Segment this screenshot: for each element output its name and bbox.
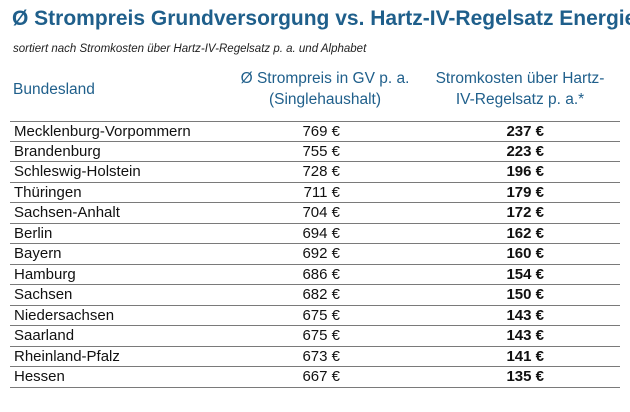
cell-bundesland: Hamburg: [14, 265, 76, 283]
page-subtitle: sortiert nach Stromkosten über Hartz-IV-…: [13, 43, 367, 55]
table-row: Brandenburg 755 € 223 €: [10, 142, 620, 162]
cell-stromkosten: 172 €: [506, 204, 544, 221]
cell-bundesland: Sachsen: [14, 286, 73, 303]
column-header-line: Stromkosten über Hartz-: [435, 70, 605, 87]
cell-stromkosten: 143 €: [506, 327, 544, 344]
column-header-line: (Singlehaushalt): [268, 91, 381, 108]
cell-stromkosten: 143 €: [506, 306, 544, 324]
cell-bundesland: Niedersachsen: [14, 306, 115, 324]
table-row: Saarland 675 € 143 €: [10, 326, 620, 347]
cell-strompreis: 682 €: [302, 286, 340, 303]
cell-bundesland: Thüringen: [14, 183, 82, 201]
cell-stromkosten: 150 €: [506, 286, 544, 303]
table-row: Schleswig-Holstein 728 € 196 €: [10, 162, 620, 183]
cell-strompreis: 728 €: [302, 163, 340, 180]
cell-stromkosten: 141 €: [506, 347, 544, 365]
cell-strompreis: 711 €: [303, 183, 340, 201]
data-table: Mecklenburg-Vorpommern 769 € 237 € Brandenb…: [10, 121, 620, 388]
table-row: Hessen 667 € 135 €: [10, 367, 620, 388]
cell-stromkosten: 135 €: [506, 368, 544, 385]
table-row: Niedersachsen 675 € 143 €: [10, 306, 620, 326]
table-row: Sachsen-Anhalt 704 € 172 €: [10, 203, 620, 224]
cell-bundesland: Schleswig-Holstein: [14, 163, 141, 180]
table-row: Rheinland-Pfalz 673 € 141 €: [10, 347, 620, 367]
column-header-line: Bundesland: [13, 81, 95, 98]
column-header-bundesland: Bundesland: [13, 79, 95, 100]
table-row: Hamburg 686 € 154 €: [10, 265, 620, 285]
cell-stromkosten: 154 €: [506, 265, 544, 283]
cell-strompreis: 704 €: [302, 204, 340, 221]
cell-strompreis: 769 €: [302, 123, 340, 140]
page-title: Ø Strompreis Grundversorgung vs. Hartz-I…: [12, 7, 630, 30]
cell-bundesland: Hessen: [14, 368, 65, 385]
column-header-stromkosten: Stromkosten über Hartz- IV-Regelsatz p. …: [415, 68, 625, 110]
cell-bundesland: Berlin: [14, 224, 53, 242]
table-row: Bayern 692 € 160 €: [10, 244, 620, 265]
column-header-line: Ø Strompreis in GV p. a.: [240, 70, 410, 87]
cell-stromkosten: 237 €: [506, 123, 544, 140]
column-header-line: IV-Regelsatz p. a.*: [455, 91, 585, 108]
cell-bundesland: Mecklenburg-Vorpommern: [14, 123, 191, 140]
cell-stromkosten: 223 €: [506, 142, 544, 160]
cell-bundesland: Rheinland-Pfalz: [14, 347, 120, 365]
cell-strompreis: 755 €: [302, 142, 340, 160]
cell-strompreis: 673 €: [302, 347, 340, 365]
cell-stromkosten: 162 €: [506, 224, 544, 242]
table-row: Mecklenburg-Vorpommern 769 € 237 €: [10, 121, 620, 142]
table-row: Berlin 694 € 162 €: [10, 224, 620, 244]
cell-strompreis: 694 €: [302, 224, 340, 242]
cell-stromkosten: 196 €: [506, 163, 544, 180]
cell-strompreis: 667 €: [302, 368, 340, 385]
cell-strompreis: 686 €: [302, 265, 340, 283]
cell-bundesland: Saarland: [14, 327, 75, 344]
cell-strompreis: 675 €: [302, 306, 340, 324]
column-header-strompreis: Ø Strompreis in GV p. a. (Singlehaushalt…: [190, 68, 460, 110]
cell-stromkosten: 160 €: [506, 245, 544, 262]
cell-strompreis: 675 €: [302, 327, 340, 344]
cell-bundesland: Brandenburg: [14, 142, 101, 160]
cell-bundesland: Sachsen-Anhalt: [14, 204, 120, 221]
cell-stromkosten: 179 €: [506, 183, 544, 201]
table-row: Sachsen 682 € 150 €: [10, 285, 620, 306]
table-row: Thüringen 711 € 179 €: [10, 183, 620, 203]
cell-strompreis: 692 €: [302, 245, 340, 262]
cell-bundesland: Bayern: [14, 245, 62, 262]
